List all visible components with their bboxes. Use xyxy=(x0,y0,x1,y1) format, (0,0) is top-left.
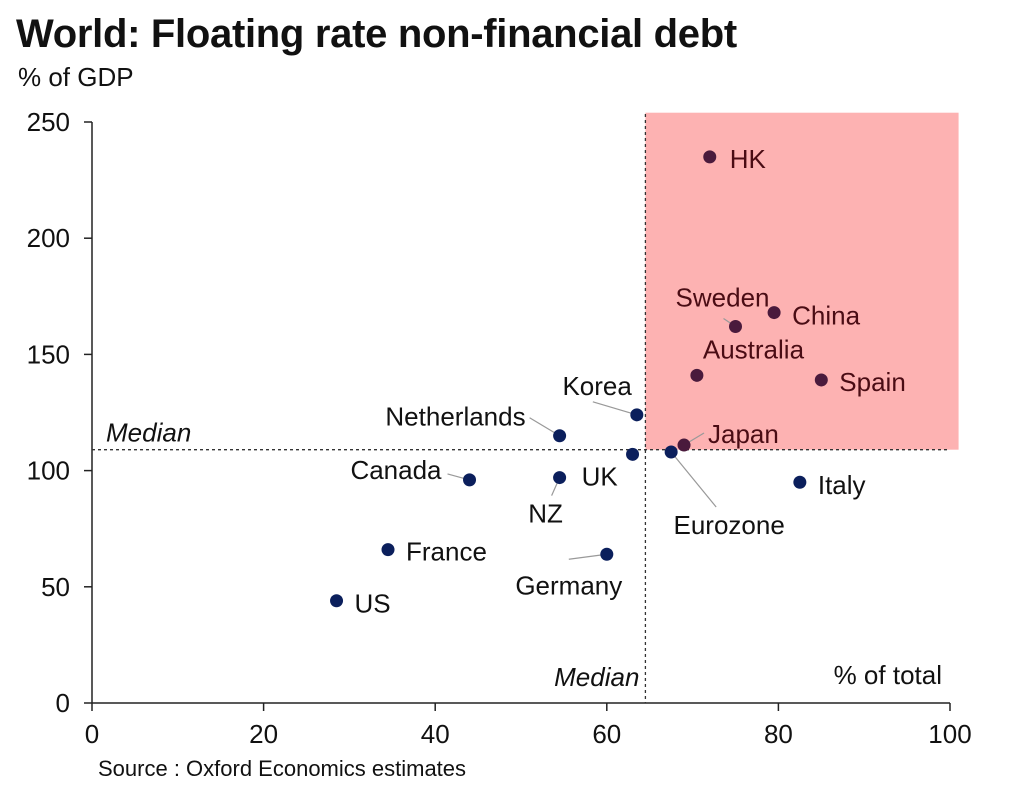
point-eurozone xyxy=(664,445,678,459)
point-germany xyxy=(600,547,614,561)
label-eurozone: Eurozone xyxy=(673,510,784,540)
label-us: US xyxy=(355,589,391,619)
median-label-horizontal: Median xyxy=(106,418,191,448)
label-germany: Germany xyxy=(515,570,622,600)
y-axis-units: % of GDP xyxy=(18,62,134,92)
highlight-region xyxy=(645,112,959,450)
point-us xyxy=(330,594,344,608)
label-australia: Australia xyxy=(703,334,805,364)
point-sweden xyxy=(729,320,742,334)
x-tick-label: 0 xyxy=(85,719,99,749)
y-tick-label: 250 xyxy=(27,107,70,137)
source-note: Source : Oxford Economics estimates xyxy=(98,756,467,781)
label-nz: NZ xyxy=(528,499,563,529)
point-china xyxy=(767,306,781,320)
label-sweden: Sweden xyxy=(676,283,770,313)
point-unlabeled xyxy=(626,447,640,461)
point-korea xyxy=(630,408,644,422)
leader-eurozone xyxy=(670,451,717,508)
x-tick-label: 40 xyxy=(421,719,450,749)
point-canada xyxy=(463,473,477,487)
label-spain: Spain xyxy=(839,367,906,397)
label-france: France xyxy=(406,537,487,567)
label-netherlands: Netherlands xyxy=(385,402,525,432)
x-tick-label: 20 xyxy=(249,719,278,749)
y-tick-label: 100 xyxy=(27,456,70,486)
chart-title: World: Floating rate non-financial debt xyxy=(16,12,737,56)
label-italy: Italy xyxy=(818,470,866,500)
point-uk xyxy=(553,471,567,485)
y-tick-label: 50 xyxy=(41,572,70,602)
point-australia xyxy=(690,368,704,382)
label-japan: Japan xyxy=(708,419,779,449)
label-canada: Canada xyxy=(350,455,442,485)
point-italy xyxy=(793,475,807,489)
y-tick-label: 150 xyxy=(27,339,70,369)
label-hk: HK xyxy=(730,144,767,174)
y-tick-label: 200 xyxy=(27,223,70,253)
leader-korea xyxy=(592,401,638,416)
point-france xyxy=(381,543,395,557)
label-korea: Korea xyxy=(562,371,632,401)
y-tick-label: 0 xyxy=(56,688,70,718)
x-tick-label: 100 xyxy=(928,719,971,749)
point-hk xyxy=(703,150,717,164)
median-label-vertical: Median xyxy=(554,662,639,692)
point-netherlands xyxy=(553,429,567,443)
x-tick-label: 80 xyxy=(764,719,793,749)
x-tick-label: 60 xyxy=(592,719,621,749)
label-uk: UK xyxy=(582,462,619,492)
x-axis-label: % of total xyxy=(834,660,942,690)
point-spain xyxy=(814,373,828,387)
point-japan xyxy=(677,438,691,452)
label-china: China xyxy=(792,301,860,331)
